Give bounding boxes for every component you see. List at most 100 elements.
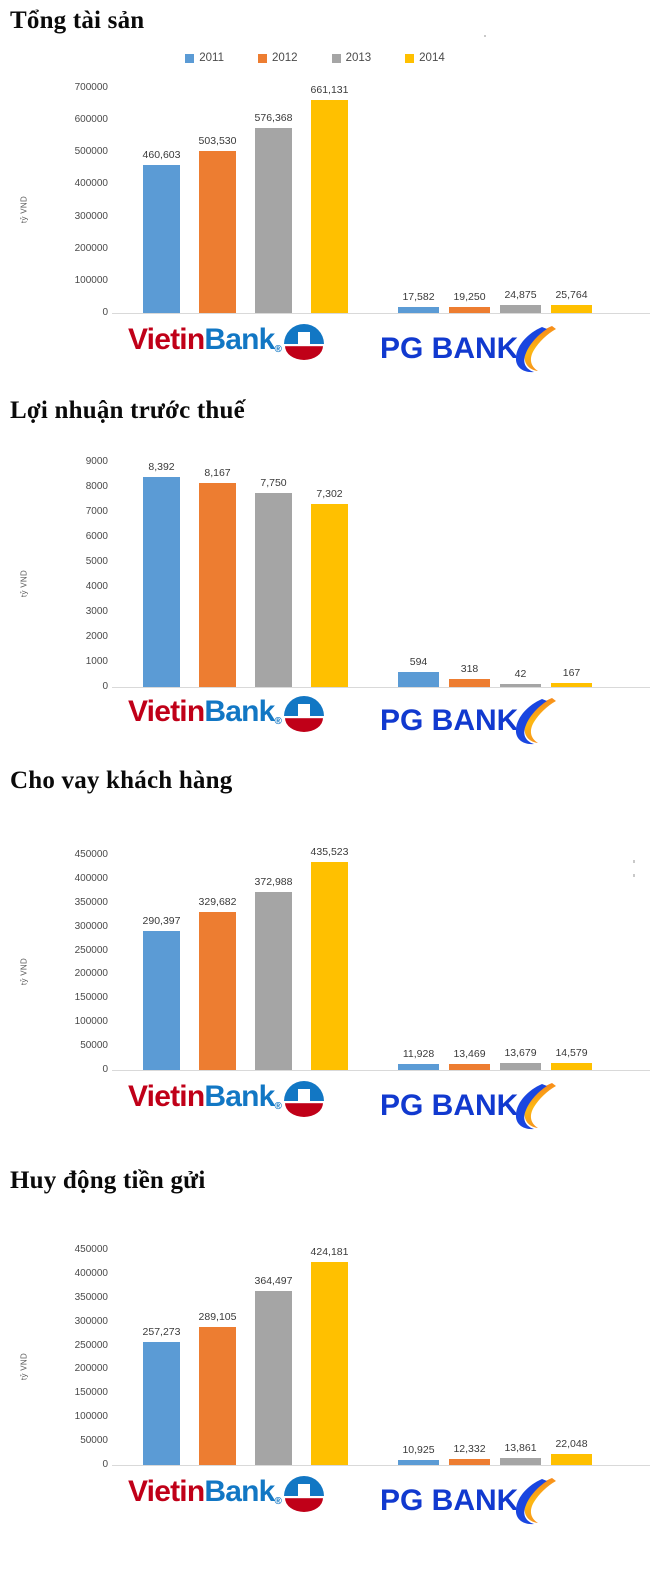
y-axis-ticks: 700000 600000 500000 400000 300000 200000 1000…	[0, 0, 108, 333]
bar-vietinbank-2011	[143, 164, 180, 313]
bar-value-label: 257,273	[142, 1326, 181, 1339]
bar-value-label: 576,368	[254, 111, 293, 124]
bar-vietinbank-2013	[255, 493, 292, 687]
y-tick-label: 400000	[74, 872, 108, 884]
y-tick-label: 400000	[74, 178, 108, 190]
pgbank-flame-icon	[516, 326, 557, 373]
y-tick-label: 6000	[85, 531, 108, 542]
y-tick-label: 250000	[74, 1339, 108, 1351]
vietinbank-word-vietin: Vietin	[128, 695, 205, 728]
scan-speck	[484, 35, 486, 37]
bar-pg-bank-2013	[500, 305, 541, 313]
legend-label-2012: 2012	[271, 52, 298, 64]
y-tick-label: 100000	[74, 274, 108, 286]
bar-pg-bank-2014	[551, 1063, 592, 1070]
bar-value-label: 503,530	[198, 135, 237, 148]
legend-item-2013[interactable]: 2013	[331, 52, 371, 64]
y-tick-label: 100000	[74, 1411, 108, 1423]
bar-value-label: 8,392	[148, 461, 175, 474]
pgbank-mark	[512, 1476, 560, 1526]
bar-vietinbank-2014	[311, 504, 348, 687]
y-tick-label: 100000	[74, 1016, 108, 1028]
bar-value-label: 7,750	[260, 477, 287, 490]
chart-title-1: Lợi nhuận trước thuế	[10, 397, 245, 424]
bar-value-label: 364,497	[254, 1274, 293, 1287]
y-tick-label: 0	[102, 1064, 108, 1075]
bar-value-label: 17,582	[402, 291, 435, 304]
bar-vietinbank-2014	[311, 861, 348, 1070]
y-tick-label: 8000	[85, 481, 108, 492]
y-tick-label: 350000	[74, 896, 108, 908]
bar-value-label: 594	[409, 656, 428, 669]
bar-value-label: 167	[562, 666, 581, 679]
bar-vietinbank-2013	[255, 127, 292, 313]
y-tick-label: 7000	[85, 506, 108, 517]
legend-swatch-2014	[405, 53, 415, 63]
bar-value-label: 13,861	[504, 1442, 537, 1455]
bar-pg-bank-2014	[551, 304, 592, 313]
bar-value-label: 460,603	[142, 148, 181, 161]
bar-vietinbank-2011	[143, 477, 180, 687]
bar-value-label: 42	[514, 668, 527, 680]
bar-value-label: 19,250	[453, 290, 486, 303]
vietinbank-wordmark: VietinBank®	[128, 1475, 282, 1508]
vietinbank-dome-icon	[284, 1476, 325, 1512]
bar-pg-bank-2013	[500, 1458, 541, 1465]
y-tick-label: 250000	[74, 944, 108, 956]
scan-speck	[633, 874, 635, 877]
y-tick-label: 50000	[80, 1435, 108, 1447]
bar-pg-bank-2011	[398, 1064, 439, 1070]
pgbank-mark	[512, 1081, 560, 1131]
bar-pg-bank-2013	[500, 684, 541, 687]
y-tick-label: 2000	[85, 631, 108, 642]
bar-vietinbank-2013	[255, 891, 292, 1070]
bar-pg-bank-2013	[500, 1063, 541, 1070]
vietinbank-dome-icon	[284, 696, 325, 732]
legend-swatch-2013	[331, 53, 341, 63]
vietinbank-registered-mark: ®	[274, 1496, 282, 1507]
pgbank-logo: PG BANK	[380, 1476, 560, 1526]
bar-value-label: 435,523	[310, 845, 349, 858]
vietinbank-word-vietin: Vietin	[128, 1475, 205, 1508]
legend-item-2012[interactable]: 2012	[257, 52, 298, 64]
vietinbank-mark	[282, 318, 326, 362]
y-tick-label: 600000	[74, 114, 108, 126]
vietinbank-wordmark: VietinBank®	[128, 695, 282, 728]
y-tick-label: 0	[102, 1459, 108, 1470]
bar-value-label: 8,167	[204, 466, 231, 479]
y-tick-label: 450000	[74, 1244, 108, 1255]
bar-value-label: 424,181	[310, 1246, 349, 1259]
vietinbank-word-bank: Bank	[204, 1080, 275, 1113]
legend-swatch-2012	[257, 53, 267, 63]
y-tick-label: 4000	[85, 581, 108, 592]
y-tick-label: 200000	[74, 968, 108, 980]
y-tick-label: 500000	[74, 146, 108, 158]
vietinbank-logo: VietinBank®	[128, 1075, 326, 1119]
bar-value-label: 289,105	[198, 1310, 237, 1323]
y-axis-title: tỷ VND	[19, 1352, 29, 1380]
legend-item-2011[interactable]: 2011	[185, 52, 224, 64]
bar-value-label: 10,925	[402, 1443, 435, 1456]
vietinbank-word-bank: Bank	[204, 695, 275, 728]
chart-baseline	[112, 313, 650, 314]
legend-label-2011: 2011	[199, 52, 224, 64]
bar-pg-bank-2014	[551, 1454, 592, 1465]
y-tick-label: 5000	[85, 556, 108, 567]
pgbank-wordmark: PG BANK	[380, 704, 519, 737]
vietinbank-word-vietin: Vietin	[128, 1080, 205, 1113]
bar-pg-bank-2011	[398, 672, 439, 687]
bar-pg-bank-2011	[398, 307, 439, 313]
y-tick-label: 400000	[74, 1267, 108, 1279]
bar-vietinbank-2011	[143, 1342, 180, 1465]
y-tick-label: 0	[102, 681, 108, 692]
vietinbank-mark	[282, 1470, 326, 1514]
vietinbank-logo: VietinBank®	[128, 318, 326, 362]
bar-value-label: 11,928	[402, 1048, 435, 1061]
y-tick-label: 1000	[85, 656, 108, 667]
vietinbank-wordmark: VietinBank®	[128, 325, 282, 355]
y-tick-label: 300000	[74, 1315, 108, 1327]
bar-vietinbank-2011	[143, 931, 180, 1070]
scan-speck	[633, 860, 635, 863]
bar-vietinbank-2012	[199, 912, 236, 1070]
legend-item-2014[interactable]: 2014	[405, 52, 445, 64]
